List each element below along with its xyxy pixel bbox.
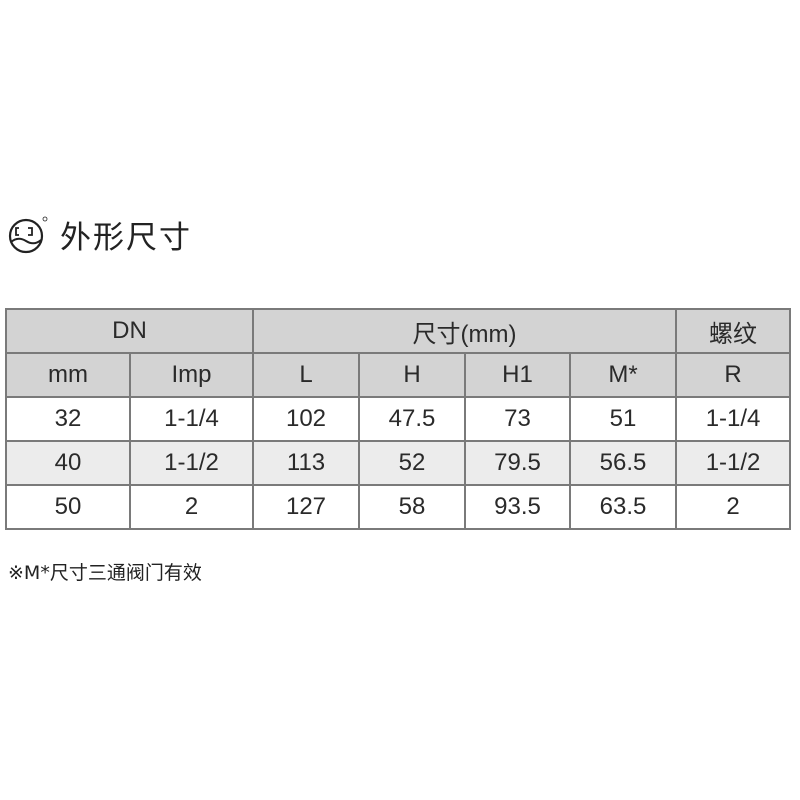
dimensions-table: DN 尺寸(mm) 螺纹 mm Imp L H H1 M* R 32 1-1/4… (4, 308, 792, 530)
cell: 2 (128, 484, 255, 530)
header-m: M* (569, 352, 678, 398)
cell: 73 (464, 396, 572, 442)
cell: 47.5 (358, 396, 467, 442)
cell: 79.5 (464, 440, 572, 486)
header-dn: DN (4, 308, 255, 354)
header-h: H (358, 352, 467, 398)
header-imp: Imp (128, 352, 255, 398)
section-title: 外形尺寸 (60, 220, 192, 256)
cell: 1-1/4 (675, 396, 792, 442)
cell: 1-1/2 (128, 440, 255, 486)
table-row: 32 1-1/4 102 47.5 73 51 1-1/4 (5, 396, 792, 442)
table-row: 50 2 127 58 93.5 63.5 2 (5, 484, 792, 530)
cell: 52 (358, 440, 467, 486)
header-h1: H1 (464, 352, 572, 398)
cell: 40 (5, 440, 131, 486)
header-mm: mm (5, 352, 131, 398)
group-header-row: DN 尺寸(mm) 螺纹 (4, 308, 792, 354)
header-dimensions: 尺寸(mm) (252, 308, 678, 354)
cell: 113 (252, 440, 361, 486)
cell: 58 (358, 484, 467, 530)
cell: 50 (5, 484, 131, 530)
cell: 93.5 (464, 484, 572, 530)
header-l: L (252, 352, 361, 398)
section-heading: 外形尺寸 (8, 212, 192, 257)
cell: 51 (569, 396, 678, 442)
footnote: ※M*尺寸三通阀门有效 (8, 562, 202, 584)
cell: 2 (675, 484, 792, 530)
header-thread: 螺纹 (675, 308, 792, 354)
cell: 32 (5, 396, 131, 442)
sub-header-row: mm Imp L H H1 M* R (5, 352, 792, 398)
table-row: 40 1-1/2 113 52 79.5 56.5 1-1/2 (5, 440, 792, 486)
header-r: R (675, 352, 792, 398)
cell: 102 (252, 396, 361, 442)
cell: 127 (252, 484, 361, 530)
cell: 56.5 (569, 440, 678, 486)
cell: 1-1/2 (675, 440, 792, 486)
cell: 1-1/4 (128, 396, 255, 442)
cj-logo-icon (8, 216, 48, 253)
cell: 63.5 (569, 484, 678, 530)
